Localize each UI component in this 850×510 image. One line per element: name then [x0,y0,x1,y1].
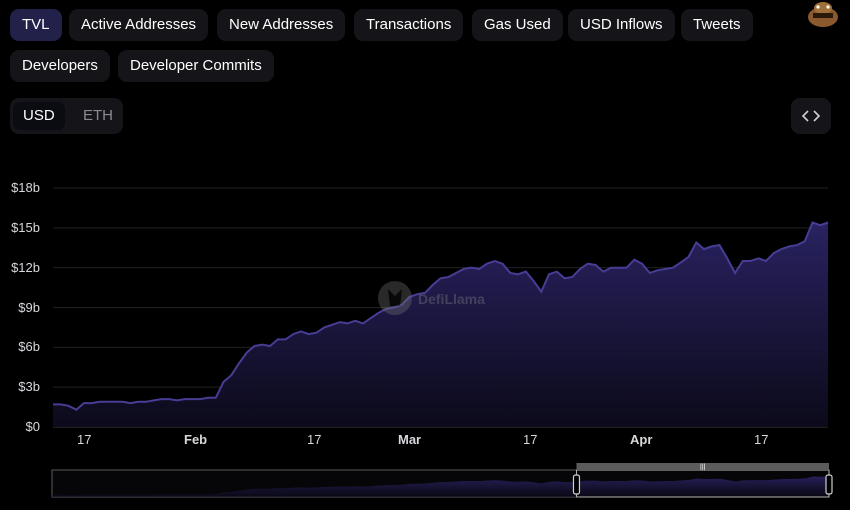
embed-button[interactable] [791,98,831,134]
x-tick-label: Mar [398,432,422,447]
tab-tweets[interactable]: Tweets [681,9,753,41]
tab-tvl[interactable]: TVL [10,9,62,41]
x-tick-label: Apr [630,432,653,447]
tab-developer-commits[interactable]: Developer Commits [118,50,274,82]
code-icon [801,110,821,122]
avatar [806,0,840,28]
currency-toggle: USD ETH [10,98,123,134]
y-tick-label: $9b [18,300,40,315]
tab-new-addresses[interactable]: New Addresses [217,9,346,41]
brush-mini-area [52,476,829,497]
tab-developers[interactable]: Developers [10,50,110,82]
x-tick-label: 17 [754,432,769,447]
y-tick-label: $6b [18,339,40,354]
x-tick-label: Feb [184,432,208,447]
tab-gas-used[interactable]: Gas Used [472,9,563,41]
chart-brush[interactable]: ||| [51,463,833,498]
x-tick-label: 17 [523,432,538,447]
y-tick-label: $18b [11,180,40,195]
brush-left-handle[interactable] [572,474,581,495]
brush-right-handle[interactable] [825,474,833,495]
tab-transactions[interactable]: Transactions [354,9,464,41]
y-tick-label: $3b [18,379,40,394]
tvl-area [53,222,828,427]
toggle-usd[interactable]: USD [13,102,65,130]
defillama-watermark: DefiLlama [378,281,485,315]
watermark-text: DefiLlama [418,291,485,307]
x-tick-label: 17 [307,432,322,447]
brush-top-handle [576,463,829,470]
x-tick-label: 17 [77,432,92,447]
y-tick-label: $0 [25,419,40,434]
y-tick-label: $15b [11,220,40,235]
tab-active-addresses[interactable]: Active Addresses [69,9,209,41]
y-tick-label: $12b [11,260,40,275]
toggle-eth[interactable]: ETH [83,107,113,124]
brush-grip-icon: ||| [700,464,706,471]
tab-usd-inflows[interactable]: USD Inflows [568,9,675,41]
tvl-line [53,221,829,411]
